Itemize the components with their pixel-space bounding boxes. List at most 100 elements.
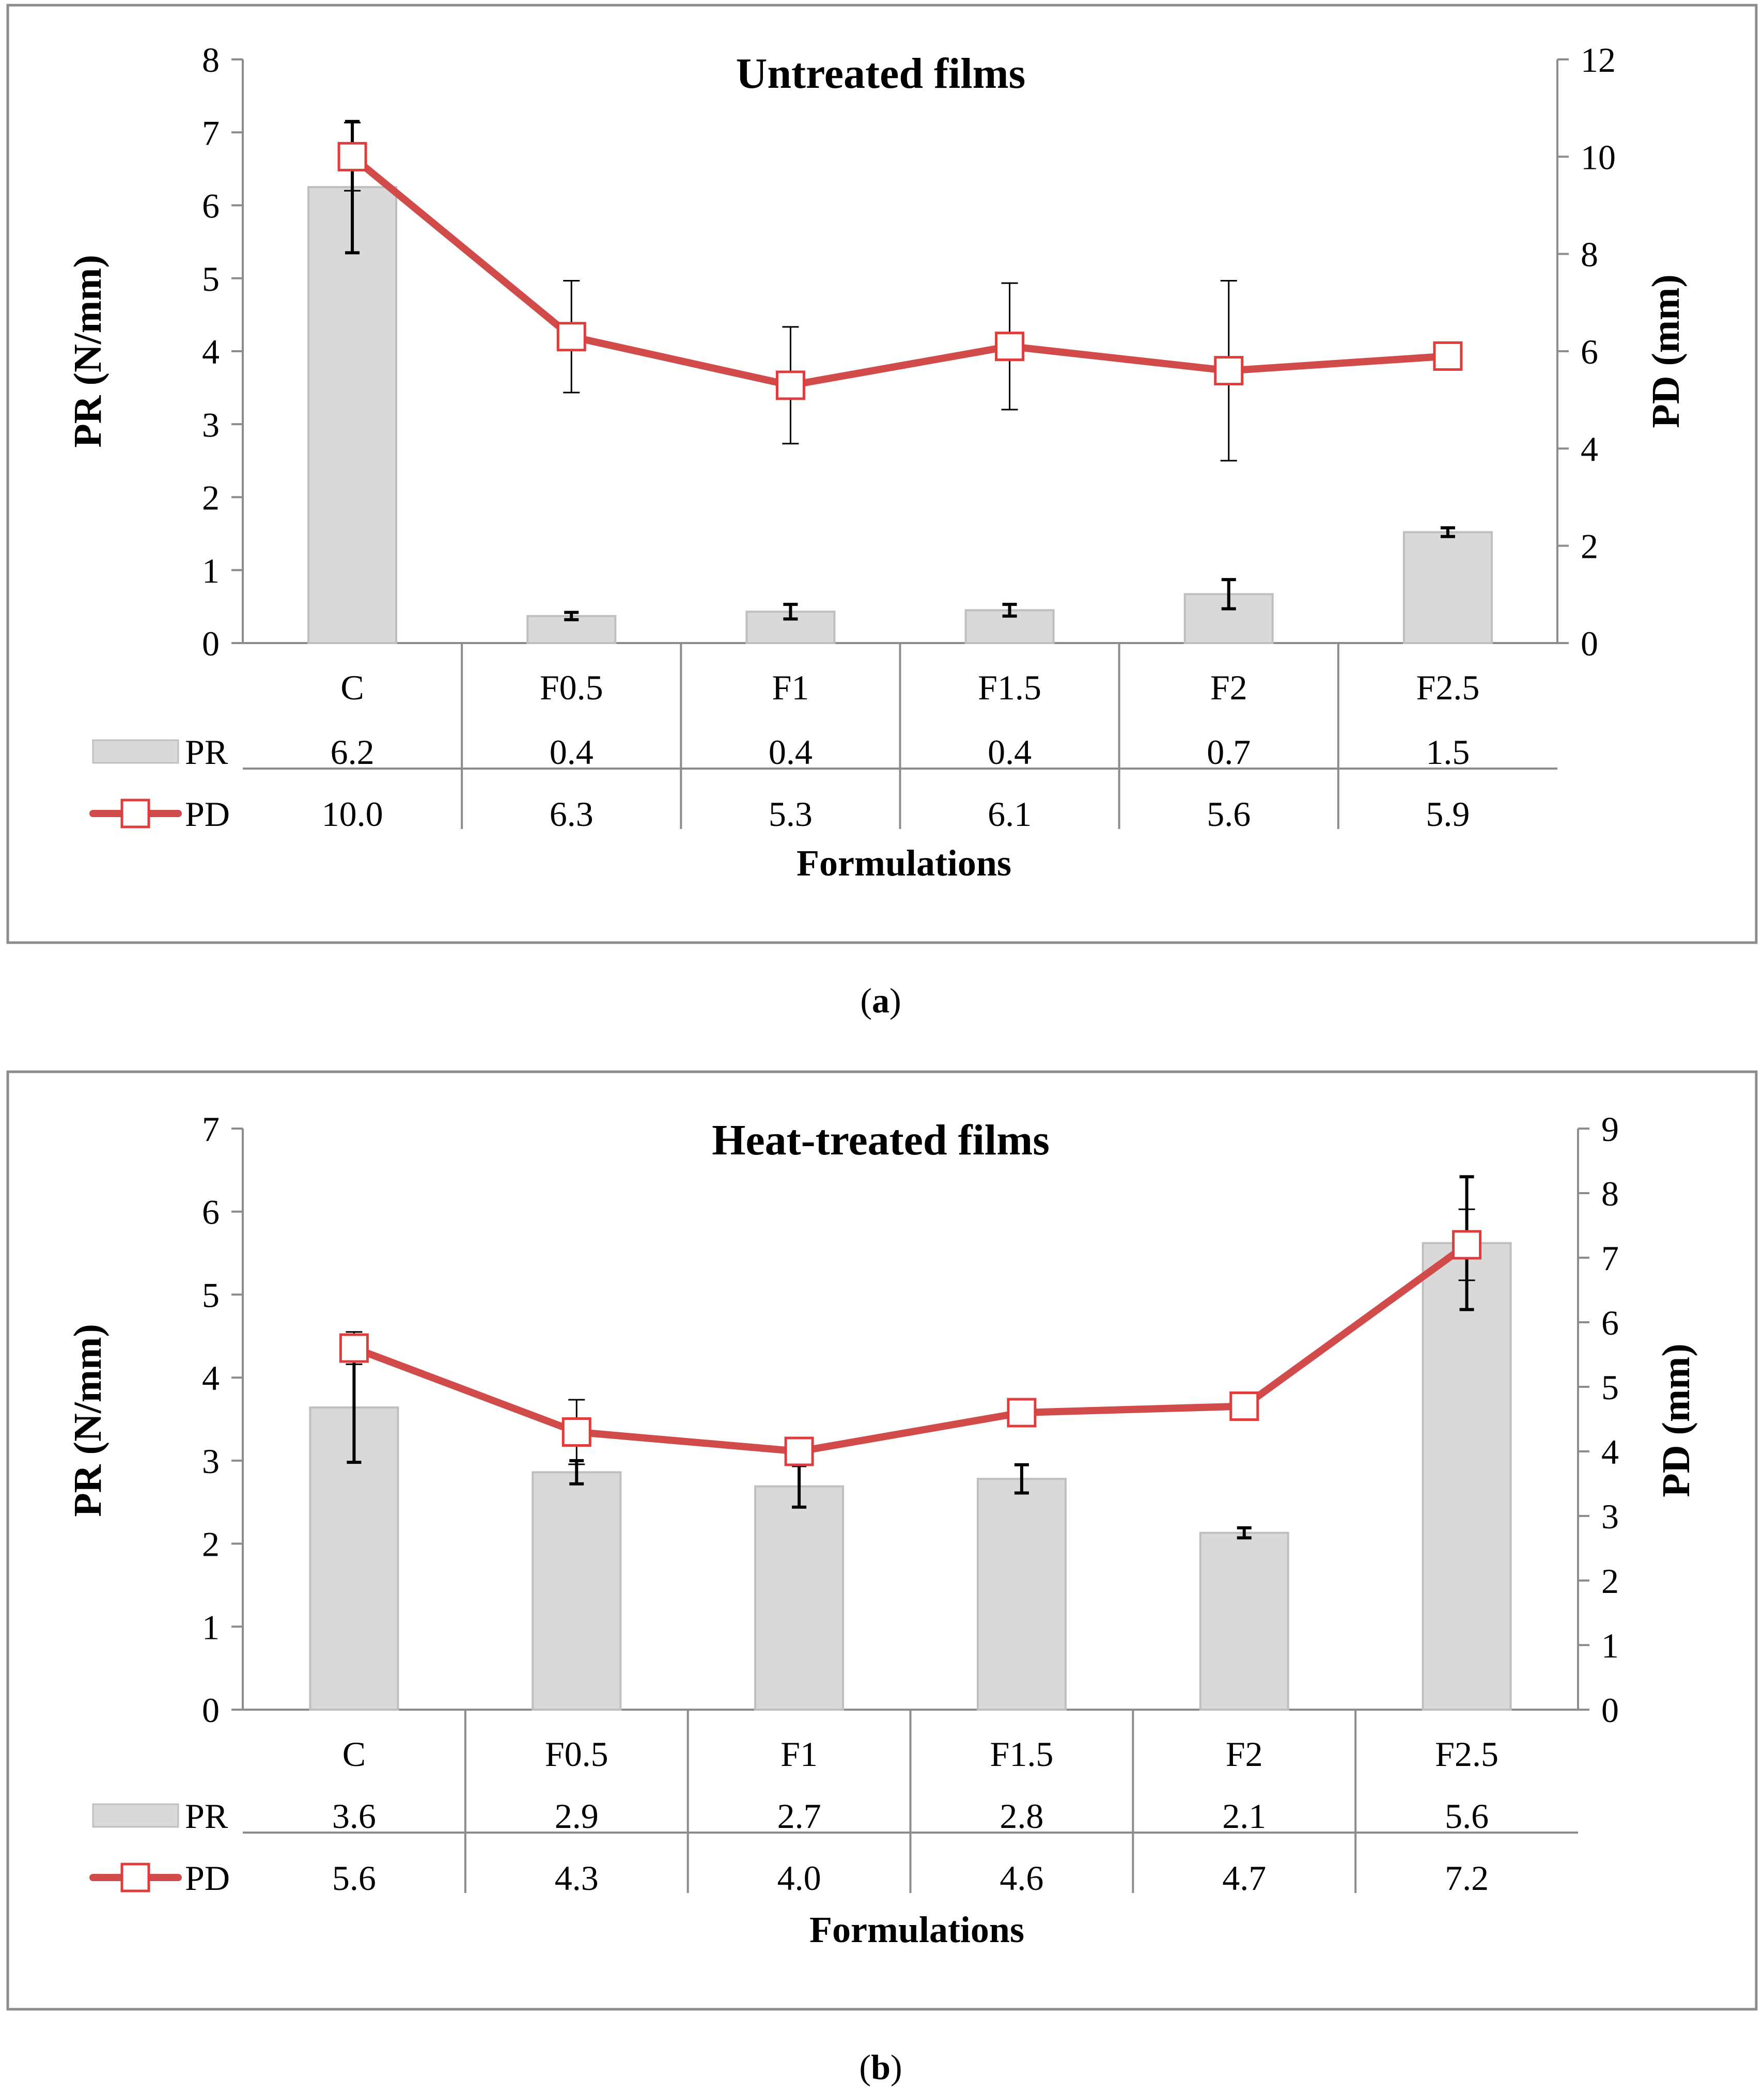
left-tick-label: 2 [202, 1525, 220, 1564]
pd-value-label: 4.6 [1000, 1858, 1043, 1898]
x-tick-label: F1.5 [990, 1734, 1054, 1774]
x-tick-label: C [342, 1734, 366, 1774]
pr-value-label: 0.4 [988, 732, 1032, 772]
pd-marker [1214, 356, 1244, 386]
right-tick-label: 10 [1581, 137, 1616, 177]
pd-marker [337, 142, 367, 171]
pd-legend-label: PD [185, 794, 230, 834]
pr-bar [307, 186, 398, 644]
left-tick-label: 5 [202, 259, 220, 299]
caption-letter: b [871, 2047, 891, 2087]
x-tick-label: F1 [772, 668, 809, 707]
pd-value-label: 6.1 [988, 794, 1032, 834]
x-tick-label: F1 [780, 1734, 818, 1774]
pr-legend-label: PR [185, 1796, 228, 1836]
pr-value-label: 3.6 [332, 1796, 376, 1836]
right-axis-title: PD (mm) [1654, 1343, 1698, 1497]
right-tick-label: 2 [1581, 527, 1598, 566]
left-axis-title: PR (N/mm) [66, 255, 110, 448]
pd-value-label: 6.3 [550, 794, 594, 834]
left-axis-title: PR (N/mm) [66, 1324, 110, 1517]
pd-marker [556, 322, 586, 352]
right-tick-label: 8 [1601, 1174, 1619, 1213]
pr-value-label: 1.5 [1426, 732, 1470, 772]
pd-marker [1433, 341, 1463, 371]
right-tick-label: 4 [1581, 429, 1598, 468]
pr-legend-label: PR [185, 732, 228, 772]
left-tick-label: 7 [202, 1109, 220, 1149]
pd-value-label: 5.9 [1426, 794, 1470, 834]
left-tick-label: 4 [202, 1358, 220, 1398]
pd-value-label: 7.2 [1445, 1858, 1489, 1898]
plot-area: 0 1 2 3 4 5 6 7 0 1 2 3 4 5 6 7 8 9 C 3.6 5.6 F0.5 2.9 4.3 F1 2.7… [89, 1109, 1619, 1898]
pd-marker [1007, 1398, 1037, 1428]
pr-legend-swatch [92, 1803, 179, 1828]
panel-a-frame [6, 4, 1758, 944]
right-axis-title: PD (mm) [1644, 274, 1688, 428]
pd-legend-label: PD [185, 1858, 230, 1898]
left-tick-label: 0 [202, 624, 220, 663]
pr-bar [532, 1471, 622, 1711]
x-tick-label: F0.5 [540, 668, 603, 707]
pr-bar [976, 1478, 1067, 1711]
left-tick-label: 1 [202, 551, 220, 590]
x-axis-title: Formulations [809, 1909, 1024, 1950]
pr-value-label: 0.4 [769, 732, 813, 772]
pr-value-label: 2.8 [1000, 1796, 1043, 1836]
panel-a-caption: (a) [860, 981, 901, 1020]
left-tick-label: 4 [202, 332, 220, 371]
right-tick-label: 6 [1581, 332, 1598, 371]
pr-value-label: 6.2 [331, 732, 374, 772]
right-tick-label: 1 [1601, 1626, 1619, 1665]
pr-legend-swatch [92, 739, 179, 764]
pd-value-label: 5.3 [769, 794, 813, 834]
plot-area: 012345678024681012C6.210.0F0.50.46.3F10.… [89, 40, 1616, 834]
x-tick-label: F2 [1226, 1734, 1263, 1774]
pd-value-label: 10.0 [322, 794, 383, 834]
pd-legend-marker [120, 799, 150, 828]
left-tick-label: 6 [202, 186, 220, 226]
right-tick-label: 7 [1601, 1239, 1619, 1278]
pr-value-label: 5.6 [1445, 1796, 1489, 1836]
pd-marker [784, 1436, 814, 1466]
pd-marker [339, 1333, 369, 1363]
pd-marker [1452, 1230, 1482, 1260]
pr-value-label: 2.1 [1222, 1796, 1266, 1836]
chart-title: Untreated films [736, 50, 1026, 98]
pd-marker [561, 1417, 591, 1447]
pd-value-label: 5.6 [332, 1858, 376, 1898]
x-tick-label: F2.5 [1435, 1734, 1498, 1774]
right-tick-label: 12 [1581, 40, 1616, 80]
right-tick-label: 0 [1581, 624, 1598, 663]
caption-letter: a [872, 981, 889, 1020]
right-tick-label: 0 [1601, 1691, 1619, 1730]
left-tick-label: 1 [202, 1607, 220, 1647]
left-tick-label: 2 [202, 478, 220, 518]
panel-b-caption: (b) [859, 2047, 902, 2087]
left-tick-label: 3 [202, 1442, 220, 1481]
x-axis-title: Formulations [797, 842, 1011, 884]
right-tick-label: 3 [1601, 1497, 1619, 1536]
right-tick-label: 2 [1601, 1561, 1619, 1601]
right-tick-label: 9 [1601, 1109, 1619, 1149]
pr-value-label: 0.7 [1207, 732, 1251, 772]
left-tick-label: 7 [202, 113, 220, 152]
pd-marker [995, 332, 1025, 362]
pr-bar [1199, 1531, 1289, 1711]
x-tick-label: F2.5 [1416, 668, 1480, 707]
panel-a: Untreated films PR (N/mm) PD (mm) 012345… [6, 4, 1758, 944]
pr-bar [1402, 531, 1493, 645]
pd-value-label: 5.6 [1207, 794, 1251, 834]
right-tick-label: 8 [1581, 235, 1598, 274]
pr-bar [1422, 1242, 1512, 1711]
x-tick-label: F0.5 [545, 1734, 608, 1774]
pr-bar [754, 1485, 845, 1711]
pd-line [350, 1241, 1471, 1455]
pr-value-label: 2.9 [555, 1796, 599, 1836]
panel-b: Heat-treated films PR (N/mm) PD (mm) 0 1 2… [6, 1070, 1758, 2011]
x-tick-label: C [340, 668, 364, 707]
pd-marker [1229, 1391, 1259, 1421]
pd-value-label: 4.7 [1222, 1858, 1266, 1898]
left-tick-label: 0 [202, 1691, 220, 1730]
